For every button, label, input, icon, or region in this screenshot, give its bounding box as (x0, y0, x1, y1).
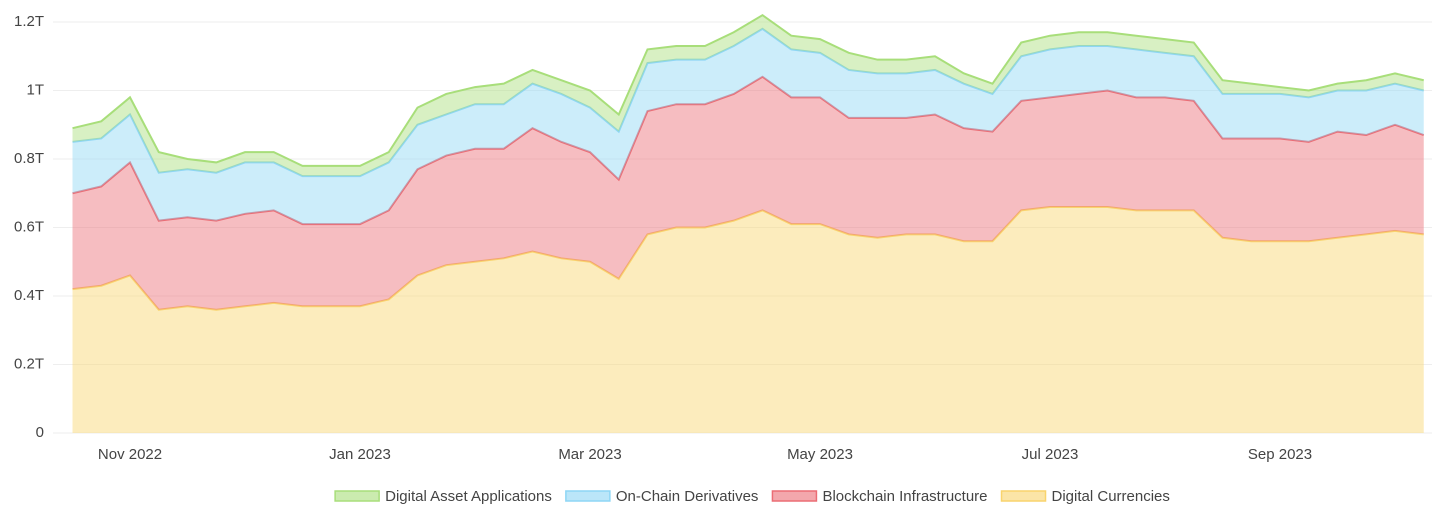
y-tick-label: 0.2T (14, 355, 44, 372)
legend-item: On-Chain Derivatives (565, 488, 759, 505)
legend-label: On-Chain Derivatives (616, 488, 759, 505)
legend-item: Digital Currencies (1000, 488, 1170, 505)
area-line (72, 205, 1424, 311)
y-tick-label: 1T (26, 81, 44, 98)
y-tick-label: 0 (36, 424, 44, 441)
area-line (72, 27, 1424, 178)
area (72, 76, 1424, 310)
legend-swatch (565, 490, 611, 502)
y-tick-label: 0.8T (14, 150, 44, 167)
x-tick-label: May 2023 (787, 446, 853, 463)
x-tick-label: Sep 2023 (1248, 446, 1312, 463)
legend-item: Blockchain Infrastructure (771, 488, 988, 505)
y-tick-label: 1.2T (14, 13, 44, 30)
x-tick-label: Jul 2023 (1022, 446, 1079, 463)
area (72, 28, 1424, 225)
x-tick-label: Jan 2023 (329, 446, 391, 463)
y-tick-label: 0.4T (14, 287, 44, 304)
area-line (72, 75, 1425, 226)
area-line (72, 13, 1424, 167)
legend-item: Digital Asset Applications (334, 488, 552, 505)
x-tick-label: Mar 2023 (558, 446, 621, 463)
legend-label: Blockchain Infrastructure (822, 488, 987, 505)
area (72, 206, 1424, 433)
legend-swatch (1000, 490, 1047, 502)
y-tick-label: 0.6T (14, 218, 44, 235)
legend-swatch (334, 490, 380, 502)
legend-label: Digital Currencies (1052, 488, 1170, 505)
legend-label: Digital Asset Applications (385, 488, 552, 505)
x-tick-label: Nov 2022 (98, 446, 162, 463)
legend-swatch (771, 490, 818, 502)
